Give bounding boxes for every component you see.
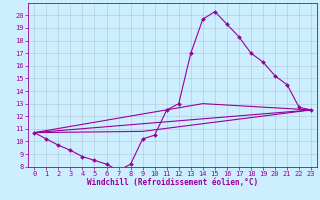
X-axis label: Windchill (Refroidissement éolien,°C): Windchill (Refroidissement éolien,°C)	[87, 178, 258, 187]
